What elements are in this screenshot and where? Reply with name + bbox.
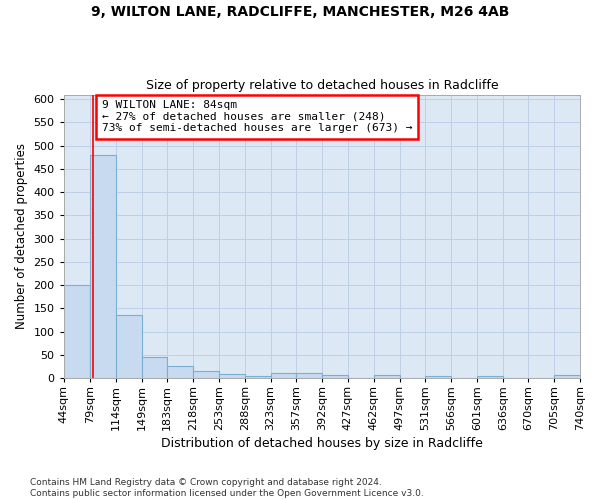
Bar xyxy=(116,316,142,378)
Y-axis label: Number of detached properties: Number of detached properties xyxy=(15,144,28,330)
Bar xyxy=(245,376,271,378)
Bar xyxy=(64,285,89,378)
Text: 9, WILTON LANE, RADCLIFFE, MANCHESTER, M26 4AB: 9, WILTON LANE, RADCLIFFE, MANCHESTER, M… xyxy=(91,5,509,19)
Bar xyxy=(425,376,451,378)
Bar xyxy=(89,155,116,378)
Text: 9 WILTON LANE: 84sqm
← 27% of detached houses are smaller (248)
73% of semi-deta: 9 WILTON LANE: 84sqm ← 27% of detached h… xyxy=(101,100,412,134)
Bar xyxy=(142,356,167,378)
Text: Contains HM Land Registry data © Crown copyright and database right 2024.
Contai: Contains HM Land Registry data © Crown c… xyxy=(30,478,424,498)
Bar xyxy=(322,375,348,378)
X-axis label: Distribution of detached houses by size in Radcliffe: Distribution of detached houses by size … xyxy=(161,437,483,450)
Bar xyxy=(374,375,400,378)
Bar xyxy=(271,373,296,378)
Title: Size of property relative to detached houses in Radcliffe: Size of property relative to detached ho… xyxy=(146,79,498,92)
Bar xyxy=(219,374,245,378)
Bar xyxy=(193,372,219,378)
Bar xyxy=(554,375,580,378)
Bar xyxy=(167,366,193,378)
Bar xyxy=(477,376,503,378)
Bar xyxy=(296,374,322,378)
